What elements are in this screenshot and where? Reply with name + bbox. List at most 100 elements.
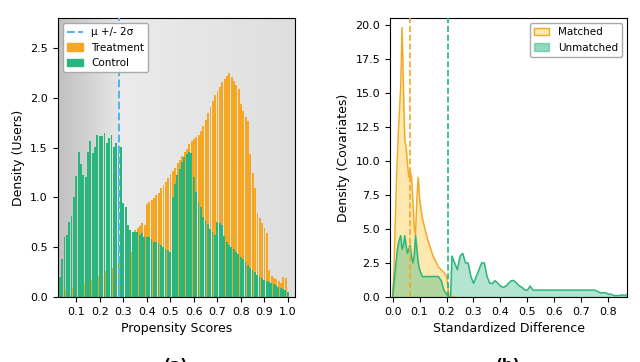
Bar xyxy=(103,18,104,297)
Bar xyxy=(289,18,292,297)
Bar xyxy=(84,177,86,297)
Bar xyxy=(71,288,73,297)
Bar xyxy=(282,289,284,297)
Bar xyxy=(90,280,92,297)
Bar xyxy=(181,163,183,297)
Bar xyxy=(271,276,273,297)
Bar xyxy=(59,18,60,297)
Bar xyxy=(122,203,124,297)
Bar xyxy=(223,18,226,297)
Bar xyxy=(66,290,68,297)
Bar xyxy=(273,278,275,297)
Bar xyxy=(83,283,84,297)
Bar xyxy=(172,18,175,297)
Bar xyxy=(268,18,271,297)
Bar xyxy=(104,271,106,297)
Bar xyxy=(106,143,108,297)
Bar xyxy=(92,18,93,297)
Bar xyxy=(141,223,143,297)
Bar xyxy=(256,18,259,297)
Bar xyxy=(273,284,275,297)
Bar xyxy=(174,184,176,297)
Bar xyxy=(116,18,118,297)
Bar xyxy=(244,18,247,297)
Bar xyxy=(106,18,108,297)
Bar xyxy=(277,287,279,297)
Bar xyxy=(240,257,242,297)
Bar xyxy=(161,18,163,297)
Bar xyxy=(214,18,217,297)
Bar xyxy=(151,200,153,297)
Bar xyxy=(247,18,250,297)
Bar xyxy=(68,18,69,297)
Bar xyxy=(76,287,77,297)
Bar xyxy=(205,120,207,297)
Bar xyxy=(226,242,228,297)
Bar xyxy=(134,18,136,297)
Bar xyxy=(73,288,75,297)
Bar xyxy=(184,18,188,297)
Bar xyxy=(127,225,129,297)
Bar xyxy=(259,277,260,297)
Bar xyxy=(254,272,256,297)
Bar xyxy=(120,255,122,297)
Bar xyxy=(96,18,97,297)
Bar xyxy=(212,101,214,297)
Bar xyxy=(264,228,266,297)
Legend: μ +/- 2σ, Treatment, Control: μ +/- 2σ, Treatment, Control xyxy=(63,23,148,72)
Bar xyxy=(280,288,282,297)
Bar xyxy=(144,225,146,297)
Bar xyxy=(148,237,150,297)
Bar xyxy=(125,207,127,297)
Bar xyxy=(71,18,72,297)
Bar xyxy=(247,265,249,297)
Bar xyxy=(86,18,88,297)
Bar xyxy=(156,242,157,297)
Bar xyxy=(195,192,197,297)
Bar xyxy=(250,155,252,297)
Bar xyxy=(207,224,209,297)
Text: (a): (a) xyxy=(164,358,188,362)
Y-axis label: Density (Users): Density (Users) xyxy=(12,109,24,206)
Bar xyxy=(66,18,67,297)
Bar xyxy=(216,91,218,297)
Bar xyxy=(153,242,155,297)
Bar xyxy=(259,18,262,297)
Bar xyxy=(87,281,89,297)
Bar xyxy=(80,285,82,297)
Bar xyxy=(193,18,196,297)
Bar xyxy=(109,269,110,297)
Bar xyxy=(140,18,143,297)
Bar xyxy=(104,18,105,297)
Bar xyxy=(237,254,239,297)
Bar xyxy=(77,18,78,297)
Bar xyxy=(186,148,188,297)
Bar xyxy=(134,230,136,297)
Bar xyxy=(78,286,80,297)
Bar xyxy=(237,89,239,297)
Bar xyxy=(104,132,106,297)
Bar xyxy=(163,247,164,297)
Bar xyxy=(230,247,232,297)
Bar xyxy=(123,254,124,297)
Bar xyxy=(209,229,211,297)
Bar xyxy=(67,18,68,297)
Bar xyxy=(92,153,93,297)
Bar xyxy=(214,235,216,297)
Bar xyxy=(157,243,159,297)
Bar xyxy=(125,253,127,297)
Bar xyxy=(81,18,83,297)
Bar xyxy=(257,213,259,297)
Bar xyxy=(235,18,238,297)
Bar xyxy=(266,281,268,297)
Bar xyxy=(73,197,75,297)
Bar xyxy=(233,81,235,297)
Bar xyxy=(179,169,180,297)
Bar xyxy=(284,290,286,297)
Bar xyxy=(211,18,214,297)
Bar xyxy=(205,18,208,297)
Bar xyxy=(97,135,99,297)
Bar xyxy=(152,18,154,297)
Bar xyxy=(242,259,244,297)
Bar xyxy=(139,226,141,297)
